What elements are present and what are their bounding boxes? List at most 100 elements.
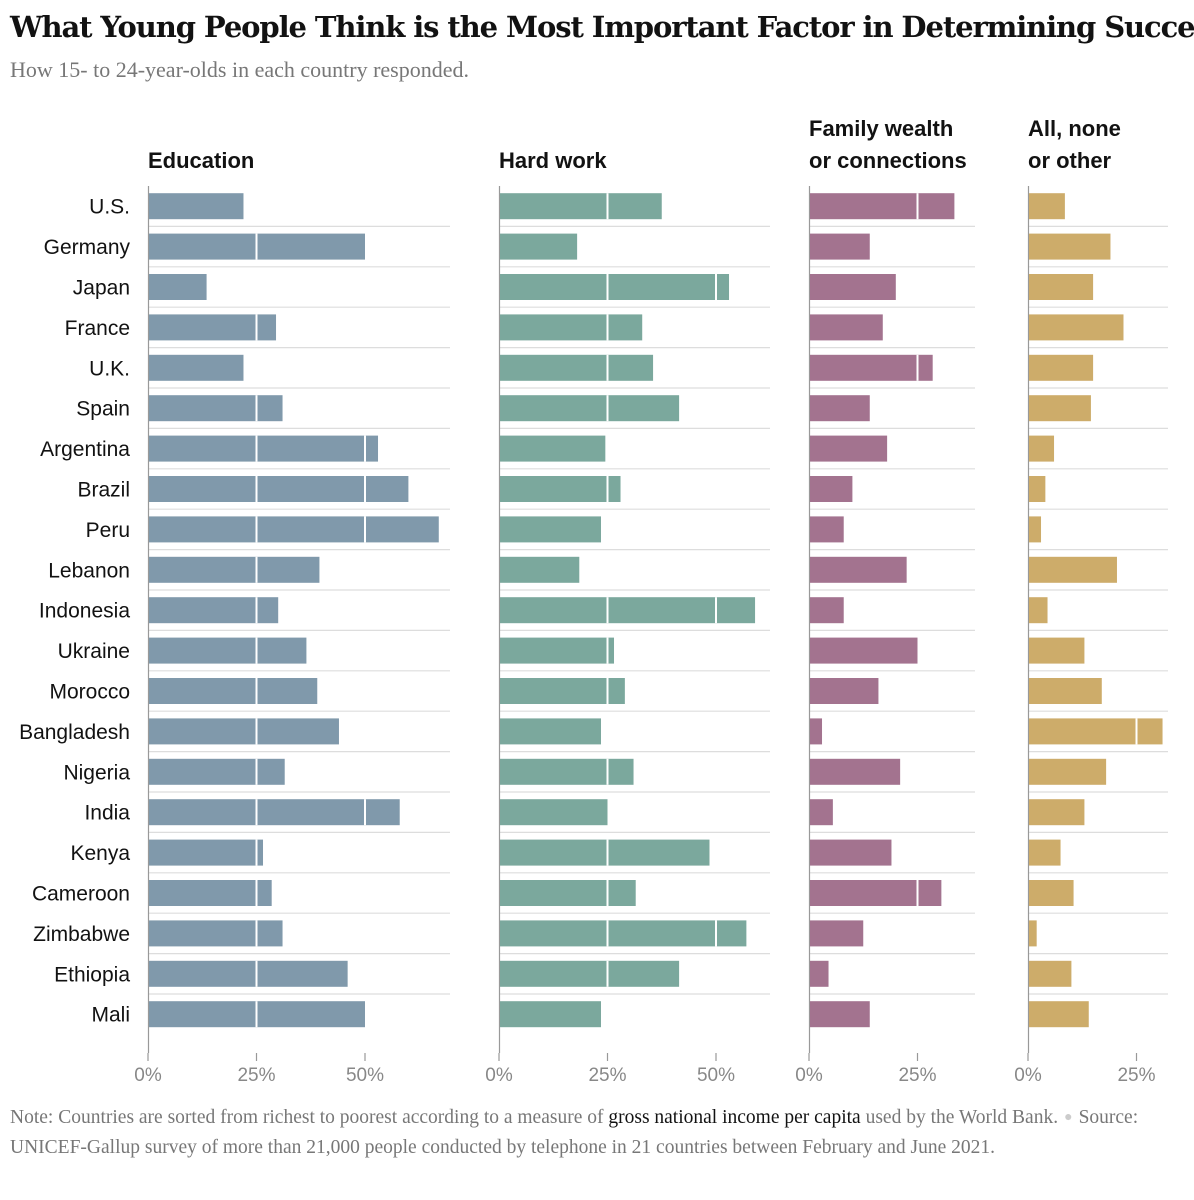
bar: [1029, 233, 1111, 260]
bar: [1029, 880, 1074, 906]
bar: [500, 395, 680, 422]
bar: [149, 193, 244, 220]
bar: [810, 637, 918, 664]
bar: [810, 960, 829, 987]
bar: [810, 556, 907, 583]
panel-hard-work: Hard work 0% 25% 50%: [485, 148, 770, 1086]
tick-label: 50%: [697, 1065, 735, 1086]
bar: [500, 435, 606, 462]
tick-label: 50%: [346, 1065, 384, 1086]
bar: [810, 839, 892, 866]
country-label: Bangladesh: [19, 721, 130, 744]
bar: [500, 1001, 601, 1028]
bar: [1029, 597, 1048, 624]
bar: [810, 354, 933, 381]
bar: [500, 516, 601, 543]
bar: [810, 476, 853, 502]
bar: [500, 839, 710, 866]
country-label: Argentina: [40, 438, 130, 461]
country-label: India: [84, 802, 130, 825]
bar: [1029, 960, 1072, 987]
bar: [500, 597, 756, 624]
bar: [500, 718, 601, 745]
tick-label: 0%: [134, 1065, 162, 1086]
bar: [149, 718, 339, 745]
country-label: Morocco: [49, 681, 130, 704]
chart-title: What Young People Think is the Most Impo…: [10, 10, 1194, 44]
country-label: Lebanon: [48, 559, 130, 582]
bar: [500, 354, 654, 381]
bar: [810, 920, 864, 947]
bar: [149, 799, 400, 826]
bar: [810, 274, 896, 300]
bar: [149, 516, 439, 543]
bar: [149, 354, 244, 381]
bar: [149, 839, 264, 866]
bar: [810, 758, 901, 785]
bar: [810, 799, 833, 826]
bar: [1029, 516, 1042, 543]
country-label: Cameroon: [32, 883, 130, 906]
bar: [810, 516, 844, 543]
bar: [500, 233, 578, 260]
bar: [149, 920, 283, 947]
country-label: U.K.: [89, 357, 130, 380]
bar: [149, 476, 409, 502]
panel-all-none-or-other: All, none or other 0% 25%: [1014, 116, 1168, 1086]
note-text-end: used by the World Bank.: [860, 1107, 1059, 1128]
bar: [500, 799, 608, 826]
tick-label: 25%: [898, 1065, 936, 1086]
panel-family-wealth-or-connections: Family wealth or connections 0% 25%: [795, 116, 975, 1086]
small-multiples-bar-chart: U.S. Germany Japan France U.K. Spain Argentina…: [19, 116, 1168, 1086]
bar: [810, 678, 879, 704]
country-label: France: [65, 317, 130, 340]
country-label: Ethiopia: [54, 963, 130, 986]
bar: [149, 556, 320, 583]
country-label: U.S.: [89, 196, 130, 219]
bar: [500, 960, 680, 987]
tick-label: 25%: [1117, 1065, 1155, 1086]
bar: [810, 395, 870, 422]
country-label: Peru: [86, 519, 130, 542]
bar: [149, 637, 307, 664]
country-label: Spain: [76, 398, 130, 421]
bar: [1029, 435, 1055, 462]
country-label: Zimbabwe: [33, 923, 130, 946]
country-label: Germany: [44, 236, 131, 259]
bar: [810, 880, 942, 906]
bar: [500, 556, 580, 583]
bar: [500, 920, 747, 947]
panel-education: Education 0% 25% 50%: [134, 148, 450, 1086]
bar: [810, 233, 870, 260]
tick-label: 0%: [1014, 1065, 1042, 1086]
bar: [1029, 354, 1094, 381]
country-label: Kenya: [70, 842, 130, 865]
country-label: Mali: [91, 1004, 130, 1027]
bar: [1029, 839, 1061, 866]
separator-dot: ●: [1064, 1110, 1073, 1125]
bar: [149, 597, 279, 624]
bar: [149, 395, 283, 422]
country-label: Ukraine: [58, 640, 130, 663]
bar: [500, 758, 634, 785]
panel-header: or other: [1028, 148, 1112, 173]
country-label: Japan: [73, 277, 130, 300]
bar: [1029, 314, 1124, 341]
bar: [149, 960, 348, 987]
bar: [149, 678, 318, 704]
bar: [810, 718, 823, 745]
country-label: Indonesia: [39, 600, 130, 623]
bar: [810, 435, 888, 462]
gni-link[interactable]: gross national income per capita: [608, 1107, 861, 1128]
chart-subtitle: How 15- to 24-year-olds in each country …: [10, 57, 469, 82]
bar: [810, 193, 955, 220]
country-label: Nigeria: [63, 761, 130, 784]
bar: [149, 758, 285, 785]
bar: [1029, 678, 1102, 704]
bar: [1029, 476, 1046, 502]
tick-label: 0%: [795, 1065, 823, 1086]
bar: [500, 193, 662, 220]
bar: [500, 637, 615, 664]
note-text: Note: Countries are sorted from richest …: [10, 1107, 609, 1128]
bar: [1029, 637, 1085, 664]
